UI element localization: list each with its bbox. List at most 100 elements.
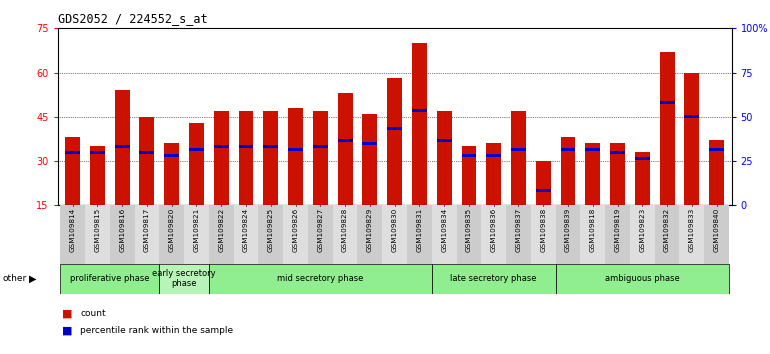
Bar [115, 90, 129, 250]
Bar [333, 205, 357, 264]
Text: GSM109834: GSM109834 [441, 208, 447, 252]
Bar [313, 145, 328, 148]
Bar [338, 139, 353, 142]
Text: GSM109821: GSM109821 [193, 208, 199, 252]
Bar [164, 143, 179, 250]
Bar [709, 148, 724, 151]
Bar [654, 205, 679, 264]
Text: GSM109840: GSM109840 [714, 208, 720, 252]
Bar [561, 137, 575, 250]
Bar [437, 111, 451, 250]
Text: ■: ■ [62, 326, 72, 336]
Bar [610, 143, 625, 250]
Bar [432, 264, 556, 294]
Bar [457, 205, 481, 264]
Bar [630, 205, 654, 264]
Text: GSM109832: GSM109832 [664, 208, 670, 252]
Bar [536, 189, 551, 192]
Text: GSM109825: GSM109825 [268, 208, 274, 252]
Bar [461, 154, 477, 156]
Bar [189, 148, 204, 151]
Bar [233, 205, 259, 264]
Text: ▶: ▶ [29, 274, 37, 284]
Text: GSM109822: GSM109822 [218, 208, 224, 252]
Text: GSM109839: GSM109839 [565, 208, 571, 252]
Bar [581, 205, 605, 264]
Bar [164, 154, 179, 156]
Bar [387, 79, 402, 250]
Bar [308, 205, 333, 264]
Text: GSM109819: GSM109819 [614, 208, 621, 252]
Bar [209, 264, 432, 294]
Bar [338, 93, 353, 250]
Bar [511, 148, 526, 151]
Text: GSM109833: GSM109833 [689, 208, 695, 252]
Text: GSM109820: GSM109820 [169, 208, 175, 252]
Text: GSM109837: GSM109837 [515, 208, 521, 252]
Bar [481, 205, 506, 264]
Bar [556, 205, 581, 264]
Bar [660, 52, 675, 250]
Bar [115, 145, 129, 148]
Bar [65, 151, 80, 154]
Text: GSM109828: GSM109828 [342, 208, 348, 252]
Bar [209, 205, 233, 264]
Bar [685, 73, 699, 250]
Bar [313, 111, 328, 250]
Text: GSM109815: GSM109815 [95, 208, 100, 252]
Text: GSM109831: GSM109831 [417, 208, 423, 252]
Text: GSM109836: GSM109836 [490, 208, 497, 252]
Bar [90, 151, 105, 154]
Text: GSM109816: GSM109816 [119, 208, 126, 252]
Bar [60, 205, 85, 264]
Bar [363, 142, 377, 145]
Bar [679, 205, 705, 264]
Bar [511, 111, 526, 250]
Bar [139, 117, 154, 250]
Bar [110, 205, 135, 264]
Bar [685, 115, 699, 118]
Bar [283, 205, 308, 264]
Bar [635, 152, 650, 250]
Text: GSM109835: GSM109835 [466, 208, 472, 252]
Text: late secretory phase: late secretory phase [450, 274, 537, 283]
Text: GSM109823: GSM109823 [639, 208, 645, 252]
Text: GSM109830: GSM109830 [392, 208, 397, 252]
Bar [288, 108, 303, 250]
Bar [139, 151, 154, 154]
Bar [437, 139, 451, 142]
Bar [635, 157, 650, 160]
Bar [387, 127, 402, 130]
Text: GSM109838: GSM109838 [541, 208, 546, 252]
Bar [585, 148, 601, 151]
Bar [65, 137, 80, 250]
Text: early secretory
phase: early secretory phase [152, 269, 216, 289]
Bar [487, 154, 501, 156]
Bar [159, 205, 184, 264]
Bar [90, 146, 105, 250]
Bar [561, 148, 575, 151]
Text: GSM109826: GSM109826 [293, 208, 299, 252]
Bar [214, 111, 229, 250]
Bar [705, 205, 729, 264]
Text: count: count [80, 309, 105, 318]
Text: GSM109814: GSM109814 [69, 208, 75, 252]
Bar [85, 205, 110, 264]
Bar [239, 111, 253, 250]
Text: GSM109829: GSM109829 [367, 208, 373, 252]
Bar [506, 205, 531, 264]
Text: proliferative phase: proliferative phase [70, 274, 149, 283]
Bar [432, 205, 457, 264]
Text: GSM109827: GSM109827 [317, 208, 323, 252]
Text: GSM109818: GSM109818 [590, 208, 596, 252]
Bar [585, 143, 601, 250]
Bar [536, 161, 551, 250]
Bar [259, 205, 283, 264]
Bar [60, 264, 159, 294]
Bar [605, 205, 630, 264]
Bar [382, 205, 407, 264]
Text: ambiguous phase: ambiguous phase [605, 274, 680, 283]
Bar [531, 205, 556, 264]
Bar [610, 151, 625, 154]
Bar [263, 111, 278, 250]
